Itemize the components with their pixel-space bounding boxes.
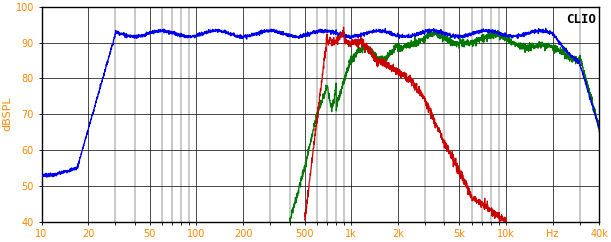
Y-axis label: dBSPL: dBSPL xyxy=(3,97,13,131)
Text: CLIO: CLIO xyxy=(566,13,596,26)
